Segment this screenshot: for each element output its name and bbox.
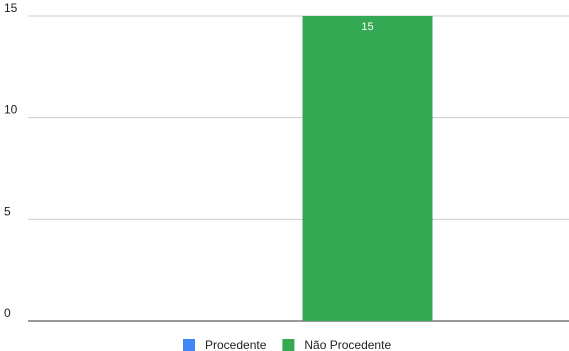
legend-swatch <box>183 339 195 351</box>
legend-label: Procedente <box>205 338 267 351</box>
y-tick-label: 15 <box>4 1 18 15</box>
y-tick-label: 5 <box>4 204 11 218</box>
legend-swatch <box>282 339 295 351</box>
legend-label: Não Procedente <box>304 338 391 351</box>
y-tick-label: 10 <box>4 103 18 117</box>
bar <box>302 16 433 321</box>
data-label: 15 <box>361 21 373 33</box>
y-tick-label: 0 <box>4 306 11 320</box>
